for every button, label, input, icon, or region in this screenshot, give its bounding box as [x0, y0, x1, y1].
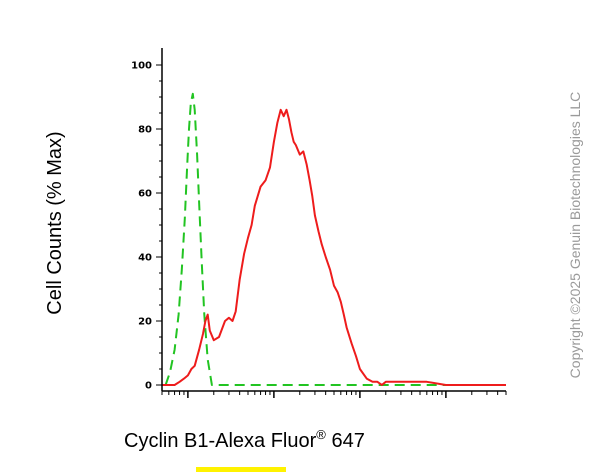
y-tick-label: 20 — [138, 317, 152, 328]
plot-area — [162, 92, 506, 386]
y-tick-label: 80 — [138, 125, 152, 136]
x-axis-title-main: Cyclin B1-Alexa Fluor — [124, 430, 317, 452]
y-tick-label: 60 — [138, 189, 152, 200]
x-axis-title: Cyclin B1-Alexa Fluor® 647 — [124, 427, 365, 452]
y-tick-labels: 0 20 40 60 80 100 — [131, 61, 152, 392]
copyright-watermark: Copyright ©2025 Genuin Biotechnologies L… — [567, 92, 583, 379]
y-axis-title: Cell Counts (% Max) — [44, 131, 66, 314]
y-tick-label: 40 — [138, 253, 152, 264]
y-tick-label: 0 — [145, 381, 152, 392]
x-axis-title-superscript: ® — [316, 427, 326, 442]
isotype-control-line — [164, 92, 506, 386]
axes — [156, 48, 507, 398]
y-tick-label: 100 — [131, 61, 152, 72]
highlight-mark — [196, 467, 286, 472]
x-axis-title-suffix: 647 — [326, 430, 365, 452]
cyclin-b1-line — [162, 108, 506, 386]
